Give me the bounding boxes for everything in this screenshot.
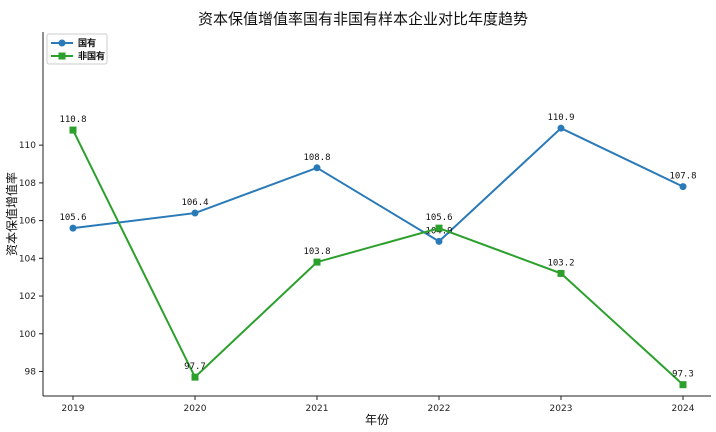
data-point: [435, 224, 443, 232]
chart-title: 资本保值增值率国有非国有样本企业对比年度趋势: [198, 10, 528, 28]
data-label: 110.8: [59, 115, 86, 125]
legend-marker: [58, 39, 66, 47]
data-point: [679, 381, 687, 389]
data-point: [69, 224, 77, 232]
y-tick-label: 110: [19, 141, 36, 151]
y-tick-label: 100: [19, 330, 36, 340]
x-tick-label: 2022: [428, 404, 451, 414]
legend-marker: [58, 52, 66, 60]
legend: 国有非国有: [46, 33, 108, 65]
data-label: 103.2: [547, 258, 574, 268]
data-point: [435, 237, 443, 245]
y-tick-label: 108: [19, 179, 36, 189]
y-tick-label: 106: [19, 217, 36, 227]
y-tick-label: 102: [19, 292, 36, 302]
data-label: 103.8: [303, 247, 330, 257]
data-point: [191, 209, 199, 217]
series-line: [72, 126, 684, 243]
legend-label: 非国有: [78, 50, 105, 62]
data-label: 105.6: [425, 213, 452, 223]
data-point: [557, 269, 565, 277]
x-tick-label: 2024: [672, 404, 695, 414]
x-tick-label: 2023: [550, 404, 573, 414]
x-tick-label: 2019: [62, 404, 85, 414]
data-point: [679, 183, 687, 191]
data-label: 107.8: [669, 172, 696, 182]
data-label: 108.8: [303, 153, 330, 163]
y-tick-label: 104: [19, 254, 36, 264]
data-label: 106.4: [181, 198, 208, 208]
data-label: 97.7: [184, 362, 206, 372]
data-point: [69, 126, 77, 134]
data-point: [313, 164, 321, 172]
x-tick-label: 2020: [184, 404, 207, 414]
series-non-state-owned: 110.8 97.7 103.8 105.6 103.2 97.3: [59, 115, 694, 389]
data-label: 97.3: [672, 370, 694, 380]
plot-area: 98 100 102 104 106 108 110 2019 2020 2021 2022 2023…: [19, 32, 711, 414]
data-point: [191, 373, 199, 381]
y-axis-label: 资本保值增值率: [4, 172, 19, 256]
data-point: [557, 124, 565, 132]
y-tick-label: 98: [25, 367, 37, 377]
x-tick-label: 2021: [306, 404, 329, 414]
series-line: [72, 129, 684, 386]
data-label: 105.6: [59, 213, 86, 223]
data-point: [313, 258, 321, 266]
x-axis-label: 年份: [365, 413, 389, 427]
legend-label: 国有: [78, 37, 96, 49]
data-label: 110.9: [547, 113, 574, 123]
